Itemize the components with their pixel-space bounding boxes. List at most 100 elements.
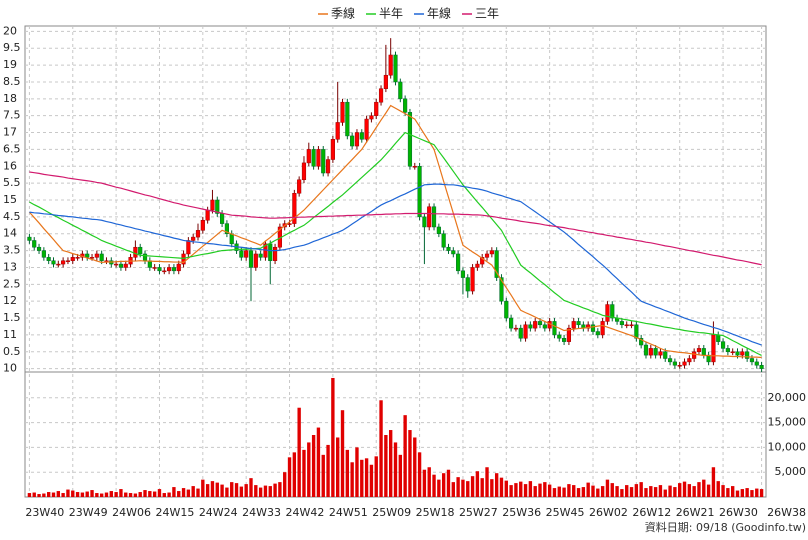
candle-body xyxy=(653,348,658,356)
volume-bar xyxy=(80,492,85,497)
candle-body xyxy=(94,253,99,258)
candle-body xyxy=(412,166,417,168)
candle-body xyxy=(711,334,716,363)
candle-body xyxy=(605,304,610,322)
volume-bar xyxy=(283,472,287,497)
candle-body xyxy=(407,112,413,167)
volume-bar xyxy=(128,493,133,497)
y-tick-label: 9.5 xyxy=(3,41,21,54)
y-tick-label: 15 xyxy=(3,193,17,206)
legend-label: 年線 xyxy=(427,6,451,21)
volume-bar xyxy=(485,467,489,497)
volume-bar xyxy=(311,435,316,497)
candle-body xyxy=(369,115,374,120)
candle-body xyxy=(470,267,475,292)
candle-body xyxy=(595,331,600,336)
volume-bar xyxy=(441,473,446,497)
volume-bar xyxy=(755,488,759,497)
volume-bar xyxy=(456,477,460,497)
candle-body xyxy=(629,324,634,327)
volume-bar xyxy=(649,486,653,497)
y-tick-label: 14 xyxy=(3,227,17,240)
volume-bar xyxy=(533,486,537,497)
volume-bar xyxy=(104,492,109,497)
y-tick-label: 7.5 xyxy=(3,109,21,122)
candle-body xyxy=(754,361,759,366)
volume-bar xyxy=(210,481,215,497)
candle-body xyxy=(562,338,567,342)
volume-bar xyxy=(475,471,480,497)
candle-body xyxy=(138,246,143,255)
candle-body xyxy=(590,324,596,332)
volume-bar xyxy=(726,488,730,497)
candle-body xyxy=(600,321,605,336)
candle-body xyxy=(167,267,172,272)
ma-line xyxy=(28,104,762,359)
volume-bar xyxy=(759,489,764,497)
volume-bar xyxy=(417,452,422,497)
volume-bar xyxy=(625,485,629,497)
candle-body xyxy=(456,253,461,272)
volume-bar xyxy=(427,467,431,497)
x-tick-label: 24W15 xyxy=(155,506,194,519)
volume-bar xyxy=(470,476,475,497)
volume-bar xyxy=(340,410,345,497)
candle-body xyxy=(224,223,229,234)
volume-bar xyxy=(201,479,205,497)
volume-bar xyxy=(610,483,614,497)
legend-label: 半年 xyxy=(379,7,403,21)
volume-bar xyxy=(177,491,181,497)
candle-body xyxy=(287,223,292,225)
candle-body xyxy=(301,162,307,181)
candle-body xyxy=(518,327,523,339)
candle-body xyxy=(552,321,557,336)
candle-body xyxy=(735,351,740,356)
candle-body xyxy=(191,236,196,241)
volume-bar xyxy=(258,487,263,497)
y-tick-label: 5.5 xyxy=(3,176,21,189)
candle-body xyxy=(215,199,220,214)
volume-bar xyxy=(605,479,610,497)
volume-bar xyxy=(316,427,321,497)
x-tick-label: 23W49 xyxy=(69,506,108,519)
volume-bar xyxy=(446,469,451,497)
volume-bar xyxy=(567,484,571,497)
candle-body xyxy=(162,270,167,273)
candle-body xyxy=(643,344,649,356)
y-tick-label: 1.5 xyxy=(3,311,21,324)
candle-body xyxy=(759,365,764,369)
volume-bar xyxy=(552,488,557,497)
y-tick-label: 20 xyxy=(3,24,17,37)
volume-bar xyxy=(494,473,499,497)
volume-bar xyxy=(109,491,113,497)
candle-body xyxy=(114,263,119,266)
volume-bar xyxy=(369,464,374,497)
y-tick-label: 2.5 xyxy=(3,277,21,290)
candle-body xyxy=(364,118,369,140)
x-tick-label: 26W38 xyxy=(767,506,806,519)
volume-bar xyxy=(504,480,508,497)
legend-label: 季線 xyxy=(331,6,355,21)
volume-bar xyxy=(321,454,325,497)
volume-bar xyxy=(519,481,523,497)
volume-bar xyxy=(336,437,340,497)
candle-body xyxy=(46,257,51,261)
candle-body xyxy=(634,324,639,339)
y-tick-label: 16 xyxy=(3,159,17,172)
x-tick-label: 26W02 xyxy=(589,506,628,519)
volume-bar xyxy=(658,485,663,497)
volume-bar xyxy=(278,482,282,497)
volume-bar xyxy=(268,486,272,497)
volume-bar xyxy=(528,481,533,497)
y-tick-label: 8.5 xyxy=(3,75,21,88)
candle-body xyxy=(451,250,456,255)
candle-body xyxy=(133,246,138,258)
y2-tick-label: 5,000 xyxy=(775,465,807,478)
volume-bar xyxy=(668,485,672,497)
volume-bar xyxy=(99,493,104,497)
candle-body xyxy=(248,250,254,268)
candle-body xyxy=(325,159,331,174)
y2-tick-label: 10,000 xyxy=(768,440,807,453)
volume-bar xyxy=(292,452,297,497)
